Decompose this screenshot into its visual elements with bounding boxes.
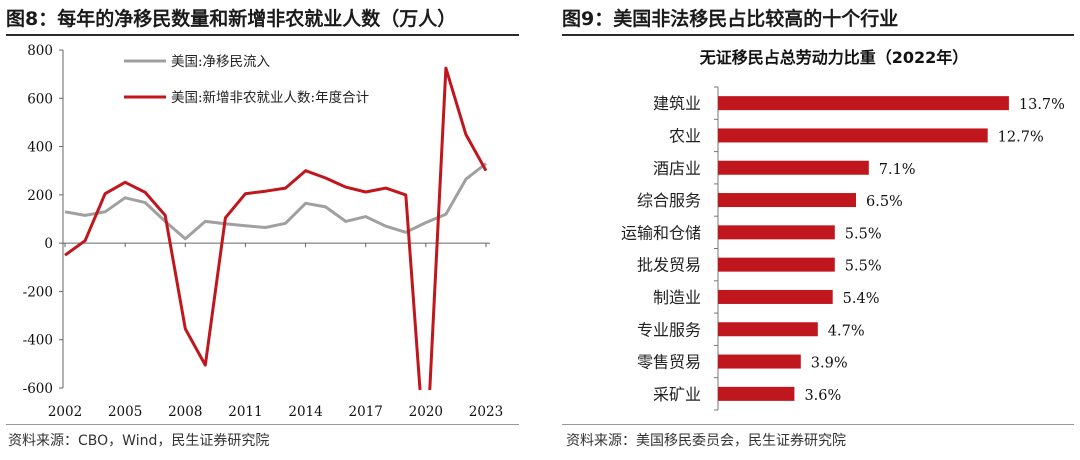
- y-tick-label: 0: [44, 236, 53, 252]
- category-label: 零售贸易: [637, 353, 701, 372]
- legend-label: 美国:净移民流入: [171, 54, 271, 70]
- category-label: 采矿业: [653, 385, 701, 404]
- bar: [718, 193, 856, 208]
- bar: [718, 289, 833, 304]
- bar: [718, 160, 869, 175]
- x-tick-label: 2017: [349, 404, 383, 420]
- category-label: 建筑业: [653, 94, 701, 113]
- value-label: 3.6%: [804, 388, 841, 404]
- value-label: 3.9%: [811, 356, 848, 372]
- x-tick-label: 2020: [409, 404, 443, 420]
- value-label: 13.7%: [1019, 97, 1065, 113]
- value-label: 6.5%: [866, 194, 903, 210]
- category-label: 批发贸易: [637, 256, 701, 275]
- left-title-rule: [6, 34, 519, 36]
- bar: [718, 322, 818, 337]
- category-label: 综合服务: [637, 191, 701, 210]
- y-tick-label: -600: [23, 381, 53, 397]
- value-label: 7.1%: [879, 162, 916, 178]
- right-source-rule: [562, 424, 1074, 425]
- bar-chart-subtitle: 无证移民占总劳动力比重（2022年）: [699, 48, 969, 67]
- value-label: 12.7%: [998, 129, 1044, 145]
- right-panel-title: 图9：美国非法移民占比较高的十个行业: [562, 8, 899, 30]
- y-tick-label: -400: [23, 333, 53, 349]
- category-label: 专业服务: [637, 320, 701, 339]
- legend-label: 美国:新增非农就业人数:年度合计: [171, 90, 369, 106]
- bar: [718, 225, 835, 240]
- category-label: 制造业: [653, 288, 701, 307]
- series-line-1: [64, 66, 488, 390]
- right-title-rule: [562, 34, 1074, 36]
- right-panel-source: 资料来源：美国移民委员会，民生证券研究院: [566, 433, 846, 449]
- value-label: 5.5%: [845, 259, 882, 275]
- y-tick-label: -200: [23, 284, 53, 300]
- y-tick-label: 800: [27, 43, 53, 59]
- value-label: 4.7%: [828, 323, 865, 339]
- left-panel-source: 资料来源：CBO，Wind，民生证券研究院: [8, 433, 270, 449]
- y-tick-label: 600: [27, 91, 53, 107]
- value-label: 5.4%: [843, 291, 880, 307]
- x-tick-label: 2005: [108, 404, 142, 420]
- y-tick-label: 200: [27, 188, 53, 204]
- left-panel-title: 图8：每年的净移民数量和新增非农就业人数（万人）: [6, 8, 457, 30]
- category-label: 酒店业: [653, 159, 701, 178]
- category-label: 农业: [669, 126, 701, 145]
- bar: [718, 257, 835, 272]
- x-tick-label: 2002: [48, 404, 82, 420]
- x-tick-label: 2011: [228, 404, 262, 420]
- series-line-0: [64, 162, 487, 241]
- value-label: 5.5%: [845, 226, 882, 242]
- y-tick-label: 400: [27, 140, 53, 156]
- x-tick-label: 2023: [469, 404, 503, 420]
- x-tick-label: 2008: [168, 404, 202, 420]
- bar: [718, 354, 801, 369]
- category-label: 运输和仓储: [621, 223, 701, 242]
- bar: [718, 386, 795, 401]
- left-source-rule: [6, 424, 519, 425]
- bar: [718, 96, 1009, 111]
- x-tick-label: 2014: [288, 404, 322, 420]
- bar: [718, 128, 988, 143]
